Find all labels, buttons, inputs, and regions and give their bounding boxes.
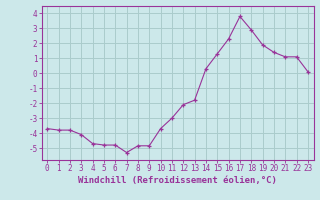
X-axis label: Windchill (Refroidissement éolien,°C): Windchill (Refroidissement éolien,°C) <box>78 176 277 185</box>
